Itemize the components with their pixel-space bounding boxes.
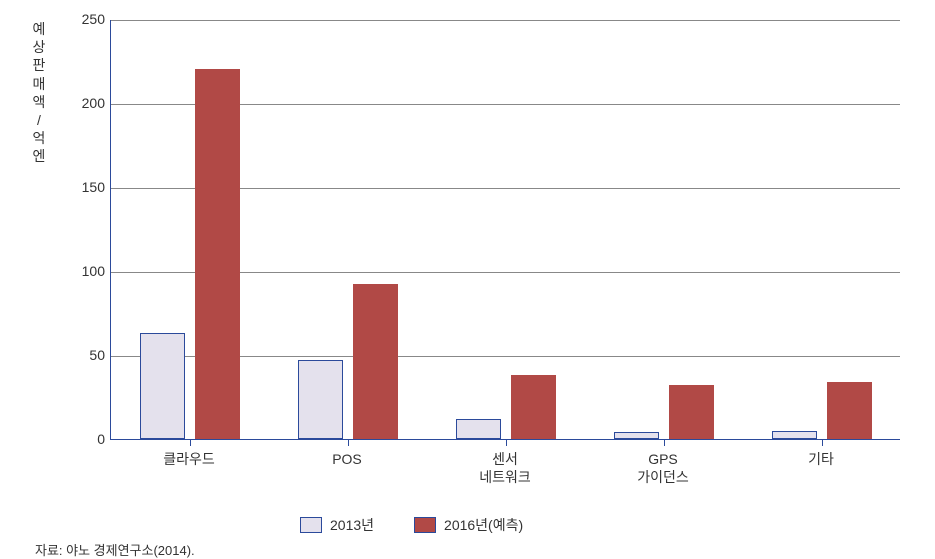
x-tick-mark	[348, 440, 349, 446]
bar	[456, 419, 501, 439]
x-tick-mark	[190, 440, 191, 446]
bar	[511, 375, 556, 439]
gridline	[111, 20, 900, 21]
legend-label: 2013년	[330, 515, 374, 535]
source-note: 자료: 야노 경제연구소(2014).	[35, 540, 195, 559]
bar	[353, 284, 398, 439]
legend-swatch	[300, 517, 322, 533]
x-axis-label: 센서 네트워크	[426, 450, 584, 486]
y-axis-title: 예상 판매액 / 억 엔	[30, 20, 48, 166]
x-tick-mark	[664, 440, 665, 446]
legend-item: 2016년(예측)	[414, 515, 523, 535]
bar	[827, 382, 872, 439]
y-tick-label: 150	[65, 179, 105, 195]
chart-container: 예상 판매액 / 억 엔 050100150200250클라우드POS센서 네트…	[30, 10, 910, 470]
bar	[195, 69, 240, 439]
y-tick-label: 250	[65, 11, 105, 27]
bar	[140, 333, 185, 439]
legend-swatch	[414, 517, 436, 533]
x-tick-mark	[506, 440, 507, 446]
y-tick-label: 100	[65, 263, 105, 279]
y-tick-label: 0	[65, 431, 105, 447]
x-axis-label: 기타	[742, 450, 900, 468]
x-tick-mark	[822, 440, 823, 446]
plot-area	[110, 20, 900, 440]
legend: 2013년 2016년(예측)	[300, 515, 523, 535]
bar	[614, 432, 659, 439]
x-axis-label: POS	[268, 450, 426, 468]
legend-label: 2016년(예측)	[444, 515, 523, 535]
bar	[669, 385, 714, 439]
bar	[772, 431, 817, 439]
x-axis-label: GPS 가이던스	[584, 450, 742, 486]
bar	[298, 360, 343, 439]
legend-item: 2013년	[300, 515, 374, 535]
y-tick-label: 200	[65, 95, 105, 111]
y-tick-label: 50	[65, 347, 105, 363]
x-axis-label: 클라우드	[110, 450, 268, 468]
